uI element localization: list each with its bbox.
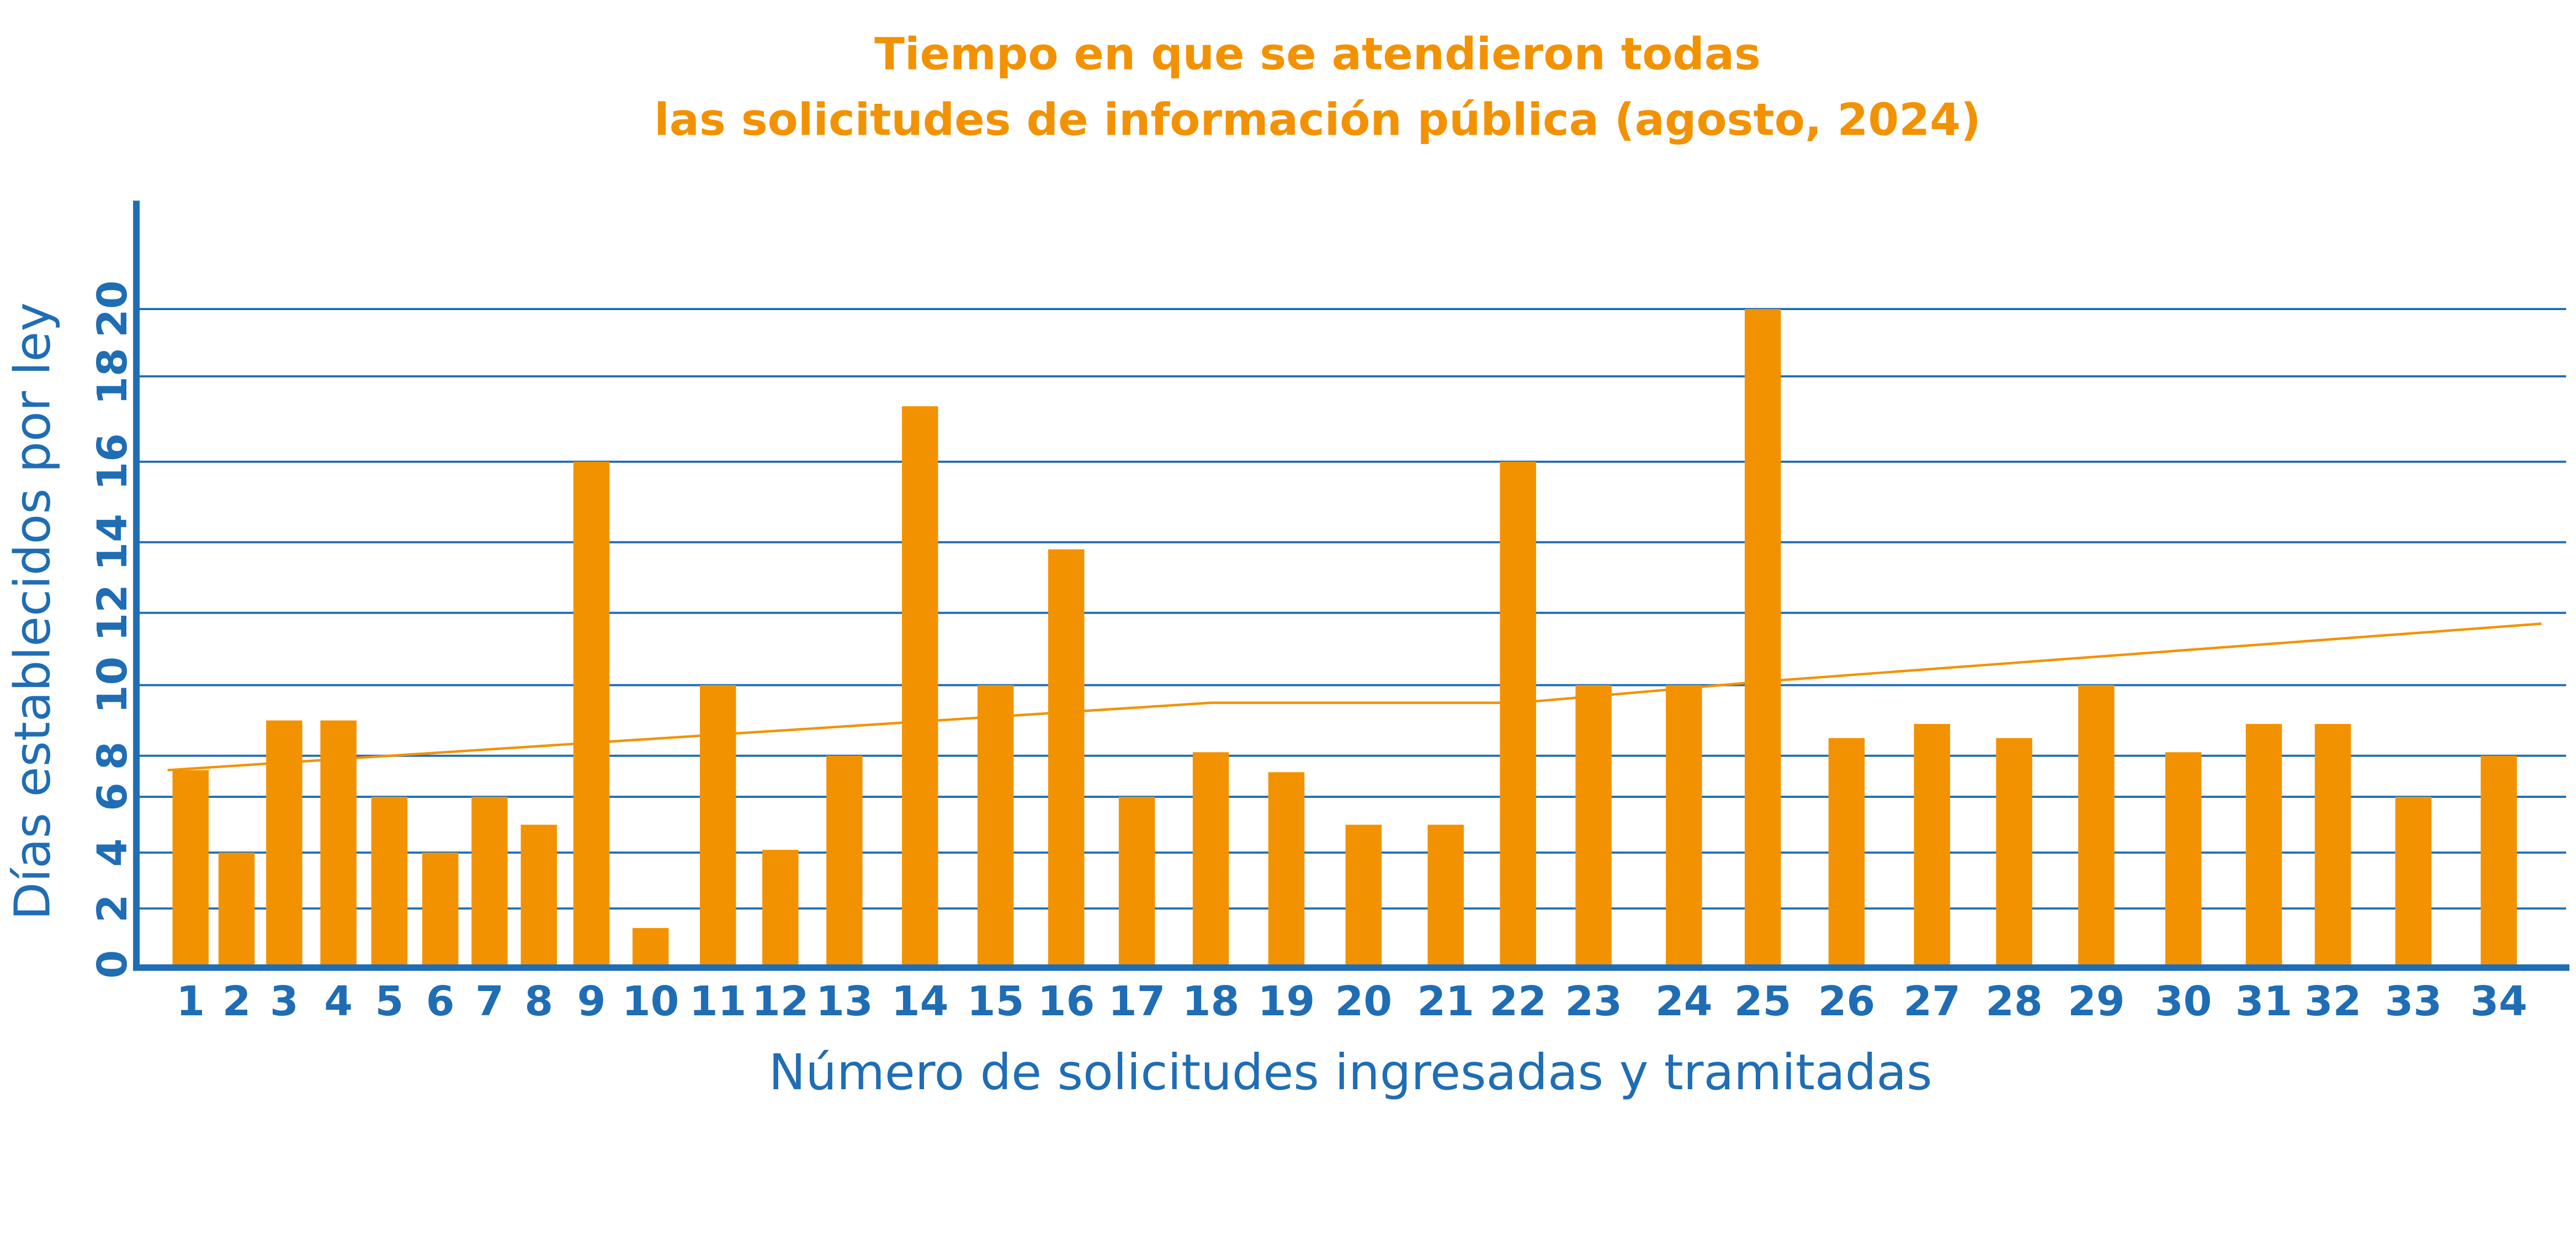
x-tick-label: 8 [524,977,553,1025]
bar-14 [902,406,938,965]
bar-16 [1048,549,1085,965]
x-tick-label: 21 [1417,977,1474,1025]
bar-7 [471,797,508,965]
x-tick-label: 19 [1258,977,1315,1025]
x-tick-label: 23 [1565,977,1622,1025]
x-tick-label: 7 [475,977,504,1025]
x-tick-label: 34 [2470,977,2527,1025]
x-tick-label: 28 [1985,977,2043,1025]
bar-18 [1192,752,1229,965]
y-tick-label: 14 [88,514,136,571]
x-tick-label: 4 [324,977,353,1025]
x-tick-label: 10 [622,977,679,1025]
x-tick-label: 2 [222,977,251,1025]
bar-12 [762,850,799,965]
y-axis-label: Días establecidos por ley [4,302,61,920]
bar-15 [977,685,1014,965]
x-tick-label: 5 [375,977,404,1025]
x-tick-label: 12 [752,977,809,1025]
trend-line [167,622,2542,771]
bar-6 [422,853,459,965]
bar-27 [1914,724,1950,965]
x-tick-label: 20 [1335,977,1393,1025]
y-tick-label: 8 [88,742,136,770]
x-tick-label: 17 [1108,977,1166,1025]
bar-4 [320,720,357,965]
x-tick-label: 13 [816,977,873,1025]
x-tick-label: 22 [1489,977,1547,1025]
bar-21 [1427,824,1464,965]
x-tick-label: 11 [689,977,747,1025]
x-tick-label: 14 [891,977,949,1025]
bar-9 [573,461,610,965]
x-tick-label: 15 [967,977,1024,1025]
y-tick-label: 12 [88,584,136,642]
bar-8 [520,824,557,965]
x-tick-label: 3 [270,977,299,1025]
x-tick-label: 16 [1038,977,1095,1025]
bar-1 [172,770,209,965]
x-tick-label: 9 [577,977,606,1025]
bar-24 [1666,685,1702,965]
x-tick-label: 33 [2385,977,2442,1025]
x-tick-label: 6 [426,977,455,1025]
bar-31 [2245,724,2282,965]
bar-3 [266,720,302,965]
bar-34 [2481,755,2517,965]
y-tick-label: 18 [88,348,136,405]
bar-19 [1268,772,1305,965]
y-tick-label: 20 [88,280,136,338]
x-tick-label: 27 [1903,977,1961,1025]
y-tick-label: 16 [88,433,136,491]
chart-title-line-2: las solicitudes de información pública (… [654,94,1981,146]
bar-29 [2078,685,2115,965]
bar-30 [2165,752,2202,965]
bar-20 [1345,824,1382,965]
bar-28 [1996,738,2032,965]
bar-11 [699,685,736,965]
bar-33 [2395,797,2432,965]
y-tick-label: 0 [88,950,136,979]
bar-10 [632,928,669,965]
x-tick-label: 31 [2235,977,2293,1025]
y-tick-label: 2 [88,894,136,923]
bar-17 [1118,797,1155,965]
y-tick-label: 6 [88,782,136,811]
x-tick-label: 26 [1818,977,1876,1025]
bar-26 [1828,738,1865,965]
bar-22 [1500,461,1536,965]
bar-13 [826,755,863,965]
x-tick-label: 1 [176,977,205,1025]
x-tick-label: 30 [2155,977,2212,1025]
y-tick-label: 10 [88,657,136,714]
x-tick-label: 32 [2304,977,2362,1025]
y-tick-label: 4 [88,838,136,867]
bar-32 [2314,724,2351,965]
chart-title-line-1: Tiempo en que se atendieron todas [874,28,1761,79]
bar-5 [371,797,408,965]
x-tick-label: 24 [1655,977,1713,1025]
bar-25 [1744,309,1781,965]
bar-23 [1575,685,1612,965]
bar-2 [218,853,255,965]
x-tick-label: 18 [1182,977,1240,1025]
x-axis-label: Número de solicitudes ingresadas y trami… [769,1044,1932,1101]
x-tick-label: 29 [2068,977,2125,1025]
x-tick-label: 25 [1734,977,1792,1025]
